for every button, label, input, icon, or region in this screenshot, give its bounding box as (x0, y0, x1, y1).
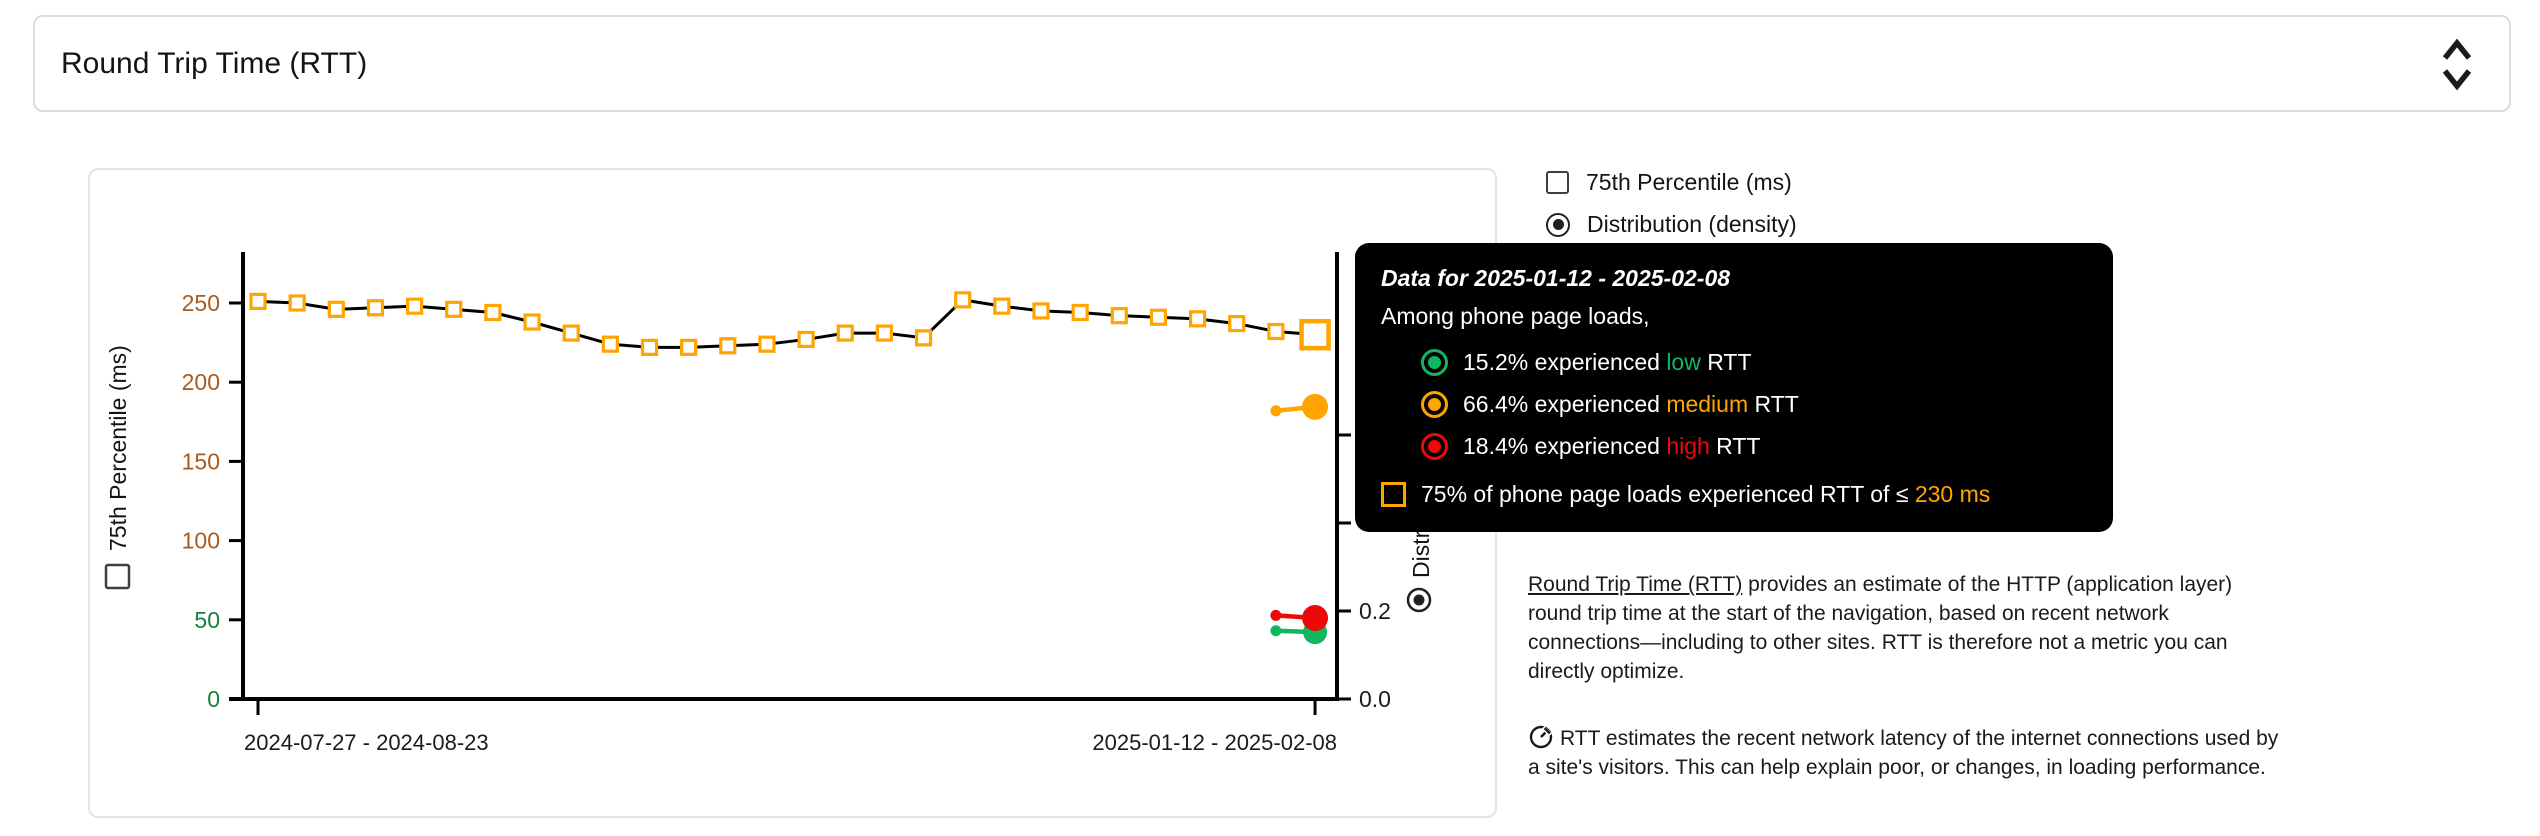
p75-marker[interactable] (288, 294, 306, 312)
p75-marker[interactable] (523, 313, 541, 331)
p75-marker-selected[interactable] (1299, 318, 1331, 351)
p75-line (257, 298, 1316, 349)
percentile-checkbox-icon[interactable] (1546, 171, 1569, 194)
medium-density-dot-icon (1421, 391, 1448, 418)
p75-marker[interactable] (1228, 314, 1246, 333)
p75-marker[interactable] (366, 299, 385, 317)
y-tick-label: 150 (182, 448, 220, 474)
p75-marker[interactable] (562, 324, 580, 342)
right-tick-label: 0.0 (1359, 686, 1391, 712)
chart-tooltip: Data for 2025-01-12 - 2025-02-08 Among p… (1355, 243, 2113, 532)
p75-marker[interactable] (406, 297, 424, 315)
density-dot-selected-high[interactable] (1302, 605, 1329, 632)
chart-card (88, 168, 1497, 818)
p75-marker-icon (1381, 482, 1406, 507)
y-tick-label: 50 (194, 607, 220, 633)
density-dot-selected-medium[interactable] (1302, 393, 1329, 420)
tooltip-row-high: 18.4% experienced high RTT (1421, 433, 2087, 460)
low-density-dot-icon (1421, 349, 1448, 376)
p75-marker[interactable] (993, 297, 1011, 315)
p75-marker[interactable] (1149, 308, 1168, 326)
p75-marker[interactable] (680, 338, 698, 356)
p75-marker[interactable] (719, 337, 737, 355)
distribution-radio-icon[interactable] (1546, 212, 1570, 237)
tooltip-subtitle: Among phone page loads, (1381, 303, 1650, 329)
p75-marker[interactable] (249, 292, 267, 311)
y-tick-label: 0 (207, 686, 220, 712)
left-axis-title: 75th Percentile (ms) (104, 345, 131, 590)
p75-marker[interactable] (914, 329, 933, 347)
p75-marker[interactable] (1110, 307, 1128, 325)
p75-marker[interactable] (836, 324, 854, 342)
unfold-more-icon (2442, 38, 2472, 90)
axis-checkbox-icon (104, 563, 131, 590)
p75-marker[interactable] (640, 338, 659, 356)
metric-explanation: RTT estimates the recent network latency… (1528, 723, 2283, 782)
p75-marker[interactable] (484, 303, 502, 322)
p75-marker[interactable] (1071, 303, 1089, 322)
speedometer-icon (1529, 725, 1553, 749)
p75-marker[interactable] (327, 300, 345, 318)
high-density-dot-icon (1421, 433, 1448, 460)
density-dot-small-medium[interactable] (1270, 405, 1282, 417)
metric-description: Round Trip Time (RTT) provides an estima… (1528, 573, 2233, 683)
legend-item-distribution[interactable]: Distribution (density) (1546, 208, 1797, 241)
p75-marker[interactable] (954, 291, 972, 309)
tooltip-threshold-row: 75% of phone page loads experienced RTT … (1381, 481, 2087, 508)
right-tick-label: 0.2 (1359, 598, 1391, 624)
metric-selector[interactable]: Round Trip Time (RTT) (33, 15, 2511, 112)
p75-marker[interactable] (797, 330, 815, 349)
chart-legend: 75th Percentile (ms) Distribution (densi… (1546, 166, 1797, 241)
legend-item-distribution-label: Distribution (density) (1587, 211, 1797, 237)
left-axis-title-text: 75th Percentile (ms) (105, 345, 131, 551)
tooltip-row-medium: 66.4% experienced medium RTT (1421, 391, 2087, 418)
x-axis-label-first: 2024-07-27 - 2024-08-23 (244, 730, 489, 755)
y-tick-label: 100 (182, 528, 220, 554)
p75-marker[interactable] (1188, 310, 1207, 328)
p75-marker[interactable] (875, 324, 894, 342)
p75-marker[interactable] (601, 335, 619, 353)
p75-marker[interactable] (445, 300, 463, 318)
y-tick-label: 200 (182, 369, 220, 395)
p75-marker[interactable] (1032, 302, 1050, 320)
y-tick-label: 250 (182, 290, 220, 316)
density-dot-small-low[interactable] (1270, 625, 1282, 637)
x-axis-label-last: 2025-01-12 - 2025-02-08 (1092, 730, 1337, 755)
tooltip-row-low: 15.2% experienced low RTT (1421, 349, 2087, 376)
p75-marker[interactable] (1267, 322, 1285, 341)
metric-selector-value: Round Trip Time (RTT) (61, 46, 368, 80)
density-dot-small-high[interactable] (1270, 609, 1282, 621)
rtt-docs-link[interactable]: Round Trip Time (RTT) (1528, 573, 1743, 596)
legend-item-percentile[interactable]: 75th Percentile (ms) (1546, 166, 1797, 199)
p75-marker[interactable] (758, 335, 776, 353)
axis-radio-dot (1413, 594, 1425, 606)
legend-item-percentile-label: 75th Percentile (ms) (1586, 169, 1792, 195)
tooltip-title: Data for 2025-01-12 - 2025-02-08 (1381, 265, 1731, 291)
